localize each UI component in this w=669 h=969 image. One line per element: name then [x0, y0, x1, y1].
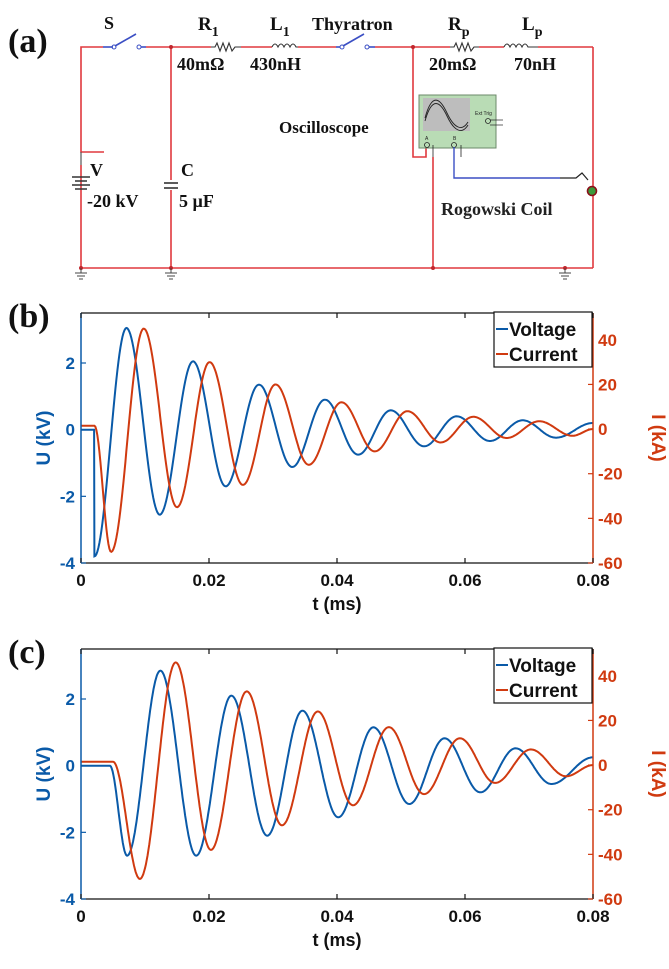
capacitor-label: C: [181, 160, 194, 180]
legend-box: [493, 647, 593, 704]
x-tick-label: 0.02: [192, 907, 225, 926]
rogowski-coil: Rogowski Coil: [441, 147, 598, 219]
right-y-tick-label: -40: [598, 845, 623, 864]
channel-b-label: B: [453, 136, 457, 142]
right-y-tick-label: -20: [598, 465, 623, 484]
r1-name: R: [198, 14, 212, 35]
resistor-rp: Rp 20mΩ: [429, 14, 479, 74]
right-y-tick-label: 0: [598, 420, 607, 439]
circuit-wires: [80, 46, 594, 269]
ground-symbols: [75, 268, 571, 280]
thyratron-switch: Thyratron: [312, 14, 393, 50]
capacitor-value: 5 µF: [179, 191, 214, 211]
right-y-tick-label: 40: [598, 667, 617, 686]
ext-trig-label: Ext Trig: [475, 111, 492, 117]
right-y-tick-label: -60: [598, 890, 623, 909]
svg-text:R1: R1: [198, 14, 219, 40]
rp-value: 20mΩ: [429, 54, 476, 74]
right-y-tick-label: 20: [598, 375, 617, 394]
left-y-tick-label: 0: [66, 421, 75, 440]
right-y-tick-label: 0: [598, 756, 607, 775]
legend: Voltage Current: [493, 647, 593, 704]
legend-box: [493, 311, 593, 368]
right-y-tick-label: -20: [598, 801, 623, 820]
x-tick-label: 0.08: [576, 907, 609, 926]
left-y-tick-label: -4: [60, 890, 76, 909]
legend-label-current: Current: [509, 681, 578, 702]
l1-name: L: [270, 14, 283, 35]
legend-label-current: Current: [509, 345, 578, 366]
left-y-axis-label: U (kV): [34, 747, 55, 802]
coil-icon: [586, 185, 598, 197]
right-y-tick-label: 20: [598, 711, 617, 730]
panel-label-a: (a): [8, 23, 48, 60]
series-line-voltage: [81, 669, 594, 857]
rp-subscript: p: [462, 25, 470, 40]
source-label: V: [90, 160, 103, 180]
oscilloscope: Ext Trig A B Oscilloscope: [279, 94, 503, 157]
panel-label-b: (b): [8, 298, 50, 335]
svg-text:Lp: Lp: [522, 14, 543, 40]
coil-label: Rogowski Coil: [441, 199, 553, 219]
legend-label-voltage: Voltage: [509, 656, 576, 677]
circuit-panel: (a): [8, 13, 598, 280]
ground-icon: [559, 268, 571, 280]
right-y-axis-label: I (kA): [647, 414, 668, 462]
thyratron-label: Thyratron: [312, 14, 393, 34]
switch-label: S: [104, 13, 114, 33]
legend-label-voltage: Voltage: [509, 320, 576, 341]
switch-s: S: [103, 13, 146, 50]
rp-name: R: [448, 14, 462, 35]
x-tick-label: 0: [76, 571, 85, 590]
right-y-tick-label: -40: [598, 509, 623, 528]
right-y-axis-label: I (kA): [647, 750, 668, 798]
oscilloscope-label: Oscilloscope: [279, 118, 369, 137]
panel-label-c: (c): [8, 634, 46, 671]
junction-dots: [79, 45, 567, 270]
ground-icon: [75, 268, 87, 280]
left-y-tick-label: -4: [60, 554, 76, 573]
legend: Voltage Current: [493, 311, 593, 368]
x-axis-label: t (ms): [313, 594, 362, 614]
right-y-tick-label: -60: [598, 554, 623, 573]
source-value: -20 kV: [87, 191, 139, 211]
channel-a-label: A: [425, 136, 429, 142]
x-tick-label: 0.06: [448, 571, 481, 590]
x-tick-label: 0.04: [320, 907, 354, 926]
left-y-tick-label: 2: [66, 354, 75, 373]
resistor-r1: R1 40mΩ: [177, 14, 241, 74]
svg-text:L1: L1: [270, 14, 290, 40]
x-tick-label: 0.02: [192, 571, 225, 590]
l1-value: 430nH: [250, 54, 301, 74]
lp-name: L: [522, 14, 535, 35]
left-y-tick-label: 2: [66, 690, 75, 709]
l1-subscript: 1: [283, 25, 290, 40]
series-line-voltage: [81, 326, 593, 558]
inductor-l1: L1 430nH: [250, 14, 301, 74]
x-tick-label: 0: [76, 907, 85, 926]
x-axis-label: t (ms): [313, 930, 362, 950]
lp-subscript: p: [535, 25, 543, 40]
inductor-lp: Lp 70nH: [503, 14, 556, 74]
left-y-axis-label: U (kV): [34, 411, 55, 466]
r1-value: 40mΩ: [177, 54, 224, 74]
svg-text:Rp: Rp: [448, 14, 470, 40]
x-tick-label: 0.04: [320, 571, 354, 590]
left-y-tick-label: -2: [60, 487, 75, 506]
ground-icon: [165, 268, 177, 280]
lp-value: 70nH: [514, 54, 556, 74]
x-tick-label: 0.08: [576, 571, 609, 590]
left-y-tick-label: -2: [60, 823, 75, 842]
capacitor-c: C 5 µF: [164, 160, 214, 211]
series-line-current: [81, 327, 593, 553]
left-y-tick-label: 0: [66, 757, 75, 776]
r1-subscript: 1: [212, 25, 219, 40]
right-y-tick-label: 40: [598, 331, 617, 350]
x-tick-label: 0.06: [448, 907, 481, 926]
series-line-current: [81, 661, 593, 880]
dc-source: V -20 kV: [72, 152, 139, 211]
